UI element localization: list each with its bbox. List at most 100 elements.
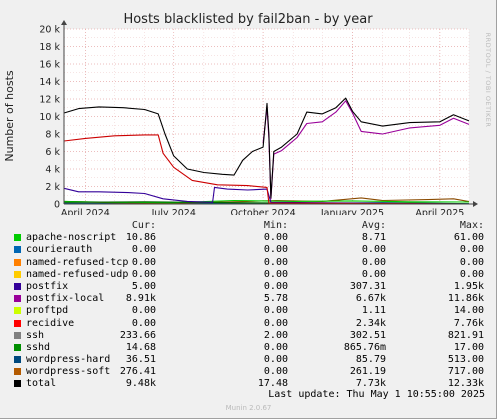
legend-max: 14.00 — [453, 305, 484, 317]
munin-version: Munin 2.0.67 — [225, 404, 272, 412]
legend-avg: 0.00 — [361, 268, 386, 280]
legend-min: 2.00 — [263, 329, 288, 341]
chart-area: Hosts blacklisted by fail2ban - by year … — [3, 12, 492, 215]
legend-cur: 0.00 — [131, 268, 156, 280]
legend-max: 7.76k — [453, 317, 484, 329]
legend-avg: 302.51 — [349, 329, 386, 341]
legend-swatch — [14, 380, 21, 388]
grid — [64, 28, 470, 205]
legend-cur: 0.00 — [131, 305, 156, 317]
legend-name: wordpress-soft — [26, 366, 111, 378]
legend-min: 0.00 — [263, 317, 288, 329]
legend-header: Cur: Min: Avg: Max: — [14, 220, 484, 232]
legend-cur: 276.41 — [119, 366, 156, 378]
legend-avg: 85.79 — [355, 354, 386, 366]
header-cur: Cur: — [131, 220, 156, 231]
legend-row-ssh: ssh 233.66 2.00 302.51 821.91 — [14, 330, 484, 342]
y-tick-label: 10 k — [39, 112, 60, 123]
legend-min: 0.00 — [263, 341, 288, 353]
legend-cur: 0.00 — [131, 256, 156, 268]
legend-row-named-refused-udp: named-refused-udp 0.00 0.00 0.00 0.00 — [14, 269, 484, 281]
legend-row-postfix-local: postfix-local 8.91k 5.78 6.67k 11.86k — [14, 293, 484, 305]
y-tick-label: 4 k — [45, 165, 60, 176]
y-tick-label: 8 k — [45, 130, 60, 141]
x-tick-label: October 2024 — [230, 208, 295, 215]
legend-cur: 10.86 — [125, 232, 156, 244]
legend-name: recidive — [26, 317, 75, 329]
legend-row-proftpd: proftpd 0.00 0.00 1.11 14.00 — [14, 305, 484, 317]
y-tick-label: 0 — [54, 200, 60, 211]
chart-title: Hosts blacklisted by fail2ban - by year — [123, 12, 373, 27]
header-avg: Avg: — [361, 220, 386, 231]
legend-min: 0.00 — [263, 280, 288, 292]
legend-max: 0.00 — [459, 256, 484, 268]
legend-name: named-refused-udp — [26, 268, 129, 280]
legend-row-wordpress-hard: wordpress-hard 36.51 0.00 85.79 513.00 — [14, 354, 484, 366]
legend-name: sshd — [26, 341, 51, 353]
legend-swatch — [14, 258, 21, 266]
legend-cur: 5.00 — [131, 280, 156, 292]
legend-min: 17.48 — [257, 378, 288, 390]
legend-avg: 7.73k — [355, 378, 386, 390]
legend-avg: 261.19 — [349, 366, 386, 378]
legend-avg: 307.31 — [349, 280, 386, 292]
header-min: Min: — [263, 220, 288, 231]
legend-min: 0.00 — [263, 256, 288, 268]
legend-name: proftpd — [26, 305, 69, 317]
legend-cur: 36.51 — [125, 354, 156, 366]
legend-max: 12.33k — [447, 378, 484, 390]
legend-swatch — [14, 246, 21, 254]
legend-avg: 1.11 — [361, 305, 386, 317]
legend-max: 0.00 — [459, 268, 484, 280]
legend-min: 0.00 — [263, 366, 288, 378]
legend-cur: 233.66 — [119, 329, 156, 341]
x-ticks: April 2024 July 2024 October 2024 January 2… — [61, 208, 464, 215]
legend-max: 61.00 — [453, 232, 484, 244]
legend-cur: 9.48k — [125, 378, 156, 390]
y-ticks: 0 2 k 4 k 6 k 8 k 10 k 12 k 14 k 16 k 18 k 20 k — [39, 25, 60, 211]
legend-swatch — [14, 331, 21, 339]
y-tick-label: 16 k — [39, 60, 60, 71]
legend-max: 17.00 — [453, 341, 484, 353]
legend-avg: 0.00 — [361, 256, 386, 268]
legend-max: 11.86k — [447, 293, 484, 305]
legend-min: 0.00 — [263, 268, 288, 280]
legend-rows: apache-noscript 10.86 0.00 8.71 61.00 courier… — [14, 232, 484, 390]
legend-name: apache-noscript — [26, 232, 117, 244]
series-line-total — [63, 97, 470, 199]
legend-row-wordpress-soft: wordpress-soft 276.41 0.00 261.19 717.00 — [14, 366, 484, 378]
legend-swatch — [14, 282, 21, 290]
legend-swatch — [14, 295, 21, 303]
legend-cur: 0.00 — [131, 244, 156, 256]
legend-min: 5.78 — [263, 293, 288, 305]
legend-name: postfix-local — [26, 293, 105, 305]
legend-name: total — [26, 378, 57, 390]
last-update: Last update: Thu May 1 10:55:00 2025 — [268, 389, 485, 400]
axes — [61, 20, 478, 207]
y-tick-label: 6 k — [45, 147, 60, 158]
legend-avg: 6.67k — [355, 293, 386, 305]
legend-name: wordpress-hard — [26, 354, 111, 366]
y-axis-arrow — [61, 20, 67, 25]
series-line-postfix — [63, 186, 470, 205]
legend-row-sshd: sshd 14.68 0.00 865.76m 17.00 — [14, 342, 484, 354]
legend-avg: 0.00 — [361, 244, 386, 256]
legend-row-named-refused-tcp: named-refused-tcp 0.00 0.00 0.00 0.00 — [14, 257, 484, 269]
legend-avg: 2.34k — [355, 317, 386, 329]
legend-max: 513.00 — [447, 354, 484, 366]
legend-swatch — [14, 343, 21, 351]
series-line-recidive — [63, 134, 470, 205]
legend-name: ssh — [26, 329, 45, 341]
legend-min: 0.00 — [263, 354, 288, 366]
legend-swatch — [14, 319, 21, 327]
legend-row-apache-noscript: apache-noscript 10.86 0.00 8.71 61.00 — [14, 232, 484, 244]
legend-cur: 14.68 — [125, 341, 156, 353]
legend-max: 0.00 — [459, 244, 484, 256]
legend-cur: 0.00 — [131, 317, 156, 329]
legend-name: postfix — [26, 280, 69, 292]
legend-swatch — [14, 234, 21, 242]
legend-avg: 865.76m — [343, 341, 386, 353]
x-axis-arrow — [473, 201, 478, 207]
x-tick-label: July 2024 — [151, 208, 196, 215]
y-tick-label: 2 k — [45, 182, 60, 193]
